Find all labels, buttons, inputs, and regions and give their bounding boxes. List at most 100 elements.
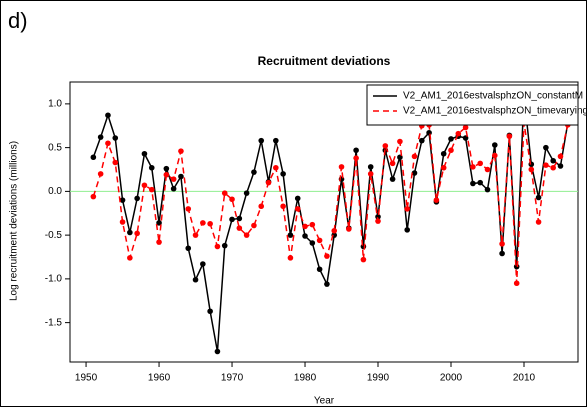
data-point [141, 150, 148, 157]
data-point [455, 130, 462, 137]
data-point [200, 261, 206, 267]
data-point [543, 162, 549, 168]
x-tick-label: 2010 [513, 373, 536, 384]
data-point [419, 137, 425, 144]
x-tick-label: 1950 [75, 373, 98, 384]
data-point [265, 179, 272, 186]
data-point [200, 220, 206, 226]
data-point [506, 133, 513, 140]
data-point [411, 170, 418, 176]
data-point [258, 203, 265, 210]
data-point [550, 157, 556, 164]
data-point [119, 197, 126, 203]
data-point [448, 147, 454, 154]
data-point [338, 164, 345, 170]
x-tick-label: 1970 [221, 373, 244, 384]
data-point [470, 180, 476, 187]
y-axis-label: Log recruitment deviations (millions) [9, 141, 20, 301]
data-point [557, 153, 564, 160]
data-point [127, 229, 133, 236]
data-point [353, 147, 359, 154]
data-point [170, 185, 177, 192]
data-point [528, 166, 535, 173]
data-point [477, 160, 483, 167]
data-point [163, 171, 170, 178]
data-point [185, 206, 192, 212]
data-point [251, 222, 257, 229]
data-point [360, 256, 367, 263]
data-point [324, 253, 330, 259]
y-tick-label: -0.5 [45, 230, 63, 241]
data-point [353, 155, 359, 161]
data-point [477, 179, 483, 186]
data-point [105, 140, 111, 147]
data-point [185, 245, 192, 252]
data-point [426, 129, 432, 136]
series-line [92, 95, 569, 352]
data-point [90, 193, 97, 200]
data-point [192, 232, 199, 238]
data-point [221, 190, 228, 196]
data-point [302, 233, 308, 239]
x-tick-label: 2000 [440, 373, 463, 384]
y-tick-label: 0.5 [48, 142, 62, 153]
legend-label: V2_AM1_2016estvalsphzON_timevaryingM [403, 106, 587, 117]
data-point [258, 137, 265, 144]
data-point [433, 197, 440, 203]
data-point [462, 124, 469, 131]
data-point [221, 242, 228, 249]
data-point [535, 194, 542, 201]
y-tick-label: 0.0 [48, 186, 62, 197]
data-point [163, 165, 170, 172]
data-point [499, 241, 505, 247]
data-point [156, 239, 162, 245]
data-point [112, 159, 119, 166]
data-point [97, 134, 104, 140]
data-point [192, 276, 199, 283]
data-point [280, 171, 286, 177]
data-point [156, 220, 162, 226]
plot-box [69, 81, 579, 363]
x-tick-label: 1980 [294, 373, 317, 384]
data-point [513, 280, 520, 287]
data-point [236, 225, 243, 231]
data-point [287, 255, 294, 261]
data-point [273, 137, 279, 144]
data-point [309, 221, 316, 228]
data-point [243, 232, 250, 238]
data-point [148, 164, 155, 171]
data-point [535, 219, 542, 225]
y-tick-label: -1.5 [45, 317, 63, 328]
data-point [470, 164, 476, 170]
data-point [90, 154, 97, 161]
data-point [97, 171, 104, 177]
data-point [316, 237, 323, 244]
data-point [550, 164, 556, 171]
data-point [528, 161, 535, 168]
data-point [243, 190, 250, 196]
data-point [557, 163, 564, 169]
data-point [491, 152, 498, 159]
data-point [302, 223, 308, 230]
data-point [316, 266, 323, 273]
data-point [178, 148, 184, 154]
data-point [324, 281, 330, 287]
panel-label: d) [8, 8, 28, 33]
data-point [294, 195, 301, 202]
data-point [170, 176, 177, 182]
data-point [280, 203, 286, 210]
data-point [105, 112, 111, 119]
data-point [214, 348, 221, 355]
x-axis-label: Year [314, 396, 335, 407]
data-point [389, 160, 396, 167]
data-point [404, 227, 411, 233]
data-point [491, 142, 498, 148]
data-point [127, 255, 133, 261]
data-point [397, 138, 403, 145]
data-point [273, 164, 279, 171]
data-point [440, 150, 447, 157]
data-point [543, 144, 549, 151]
data-point [513, 263, 520, 270]
data-point [207, 308, 213, 315]
